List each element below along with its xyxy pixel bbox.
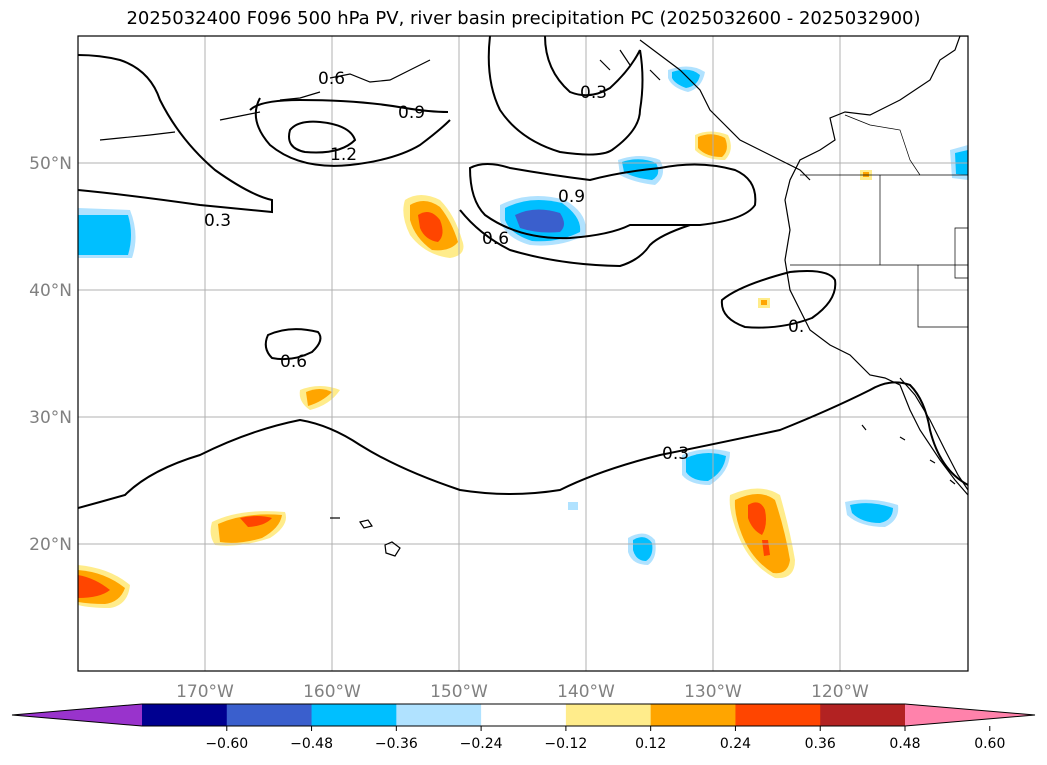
- colorbar-tick-label: 0.36: [805, 736, 836, 752]
- contour-labels: 0.6 0.9 1.2 0.3 0.6 0.9 0.3 0.6 0.3 0.: [204, 69, 804, 464]
- contour-label: 0.6: [482, 229, 509, 249]
- lon-label: 130°W: [684, 682, 742, 702]
- pv-contours: [78, 36, 968, 509]
- colorbar-tick-label: 0.24: [720, 736, 751, 752]
- colorbar-outline: [11, 703, 1036, 727]
- contour-label: 0.3: [662, 444, 689, 464]
- lon-label: 120°W: [811, 682, 869, 702]
- map-title: 2025032400 F096 500 hPa PV, river basin …: [126, 8, 921, 29]
- contour-label: 0.6: [280, 352, 307, 372]
- lon-label: 170°W: [176, 682, 234, 702]
- lon-labels: 170°W 160°W 150°W 140°W 130°W 120°W: [176, 682, 869, 702]
- contour-label: 0.9: [398, 103, 425, 123]
- contour-label: 0.9: [558, 187, 585, 207]
- colorbar-extend-max: [905, 704, 1035, 726]
- colorbar-tick-label: 0.60: [974, 736, 1005, 752]
- plot-frame: [77, 35, 969, 672]
- colorbar-tick-label: 0.12: [635, 736, 666, 752]
- contour-label: 1.2: [330, 145, 357, 165]
- colorbar-tick-label: −0.12: [544, 736, 587, 752]
- map-plot: 0.6 0.9 1.2 0.3 0.6 0.9 0.3 0.6 0.3 0.: [78, 36, 968, 671]
- colorbar-tick-label: 0.48: [889, 736, 920, 752]
- contour-label: 0.6: [318, 69, 345, 89]
- colorbar-tick-label: −0.48: [290, 736, 333, 752]
- coastlines: [99, 36, 968, 557]
- colorbar-segment: [820, 704, 906, 726]
- contour-label: 0.3: [204, 211, 231, 231]
- borders: [790, 114, 968, 328]
- colorbar: −0.60 −0.48 −0.36 −0.24 −0.12 0.12 0.24 0.36 0.4…: [11, 703, 1036, 752]
- colorbar-tick-label: −0.36: [375, 736, 418, 752]
- colorbar-tick-label: −0.60: [205, 736, 248, 752]
- colorbar-extend-min: [12, 704, 142, 726]
- graticule: [78, 36, 968, 671]
- contour-label: 0.: [788, 317, 804, 337]
- colorbar-segment: [311, 704, 397, 726]
- precip-positive-regions: [78, 131, 872, 608]
- lon-label: 150°W: [430, 682, 488, 702]
- contour-label: 0.3: [580, 83, 607, 103]
- colorbar-segment: [565, 704, 652, 726]
- lat-label: 30°N: [29, 408, 72, 428]
- colorbar-segment: [650, 704, 736, 726]
- lon-label: 140°W: [557, 682, 615, 702]
- lat-label: 40°N: [29, 281, 72, 301]
- colorbar-segment: [142, 704, 228, 726]
- lat-label: 50°N: [29, 154, 72, 174]
- precip-negative-regions: [78, 66, 968, 565]
- colorbar-segment: [735, 704, 821, 726]
- lat-label: 20°N: [29, 535, 72, 555]
- colorbar-tick-label: −0.24: [460, 736, 503, 752]
- lon-label: 160°W: [303, 682, 361, 702]
- colorbar-segment: [226, 704, 313, 726]
- colorbar-segment: [481, 704, 567, 726]
- colorbar-segment: [396, 704, 482, 726]
- lat-labels: 50°N 40°N 30°N 20°N: [29, 154, 72, 555]
